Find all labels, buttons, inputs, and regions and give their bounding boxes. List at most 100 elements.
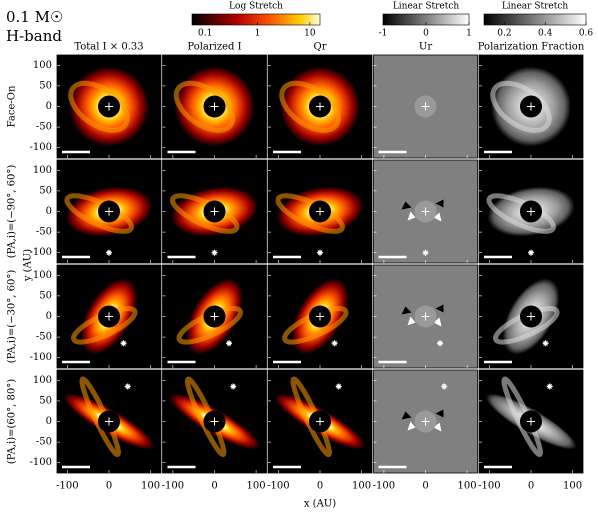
- star-marker: [335, 383, 342, 390]
- y-tick-label: -50: [36, 122, 52, 133]
- panel: [478, 264, 584, 369]
- y-tick-label: -50: [36, 437, 52, 448]
- y-tick-label: 0: [46, 311, 52, 322]
- panel: [56, 264, 162, 369]
- y-tick-label: 100: [33, 375, 52, 386]
- star-marker: [106, 249, 112, 256]
- mass-label: 0.1 M☉: [6, 8, 63, 26]
- panel: [373, 369, 478, 474]
- panel: [373, 264, 478, 369]
- colorbar-tick-label: -1: [379, 29, 388, 39]
- row-title: (PA,i)=(−30°, 60°): [7, 270, 18, 364]
- panel: [373, 159, 478, 264]
- panel: [56, 54, 162, 159]
- center-cross: [421, 417, 430, 426]
- star-marker: [542, 340, 549, 347]
- column-title: Ur: [419, 42, 432, 53]
- center-cross: [421, 312, 430, 321]
- x-tick-label: 0: [528, 481, 534, 492]
- star-marker: [422, 249, 429, 256]
- center-cross: [316, 102, 324, 111]
- y-tick-label: 0: [46, 101, 52, 112]
- center-cross: [105, 102, 113, 111]
- panel: [56, 159, 162, 264]
- x-tick-label: -100: [373, 481, 395, 492]
- star-marker: [546, 383, 553, 390]
- panel: [267, 369, 373, 474]
- x-axis-label: x (AU): [304, 499, 336, 510]
- x-tick-label: 100: [352, 481, 371, 492]
- y-tick-label: 100: [33, 270, 52, 281]
- y-tick-label: 100: [33, 165, 52, 176]
- x-tick-label: -100: [267, 481, 289, 492]
- colorbar-tick-label: 0.6: [579, 29, 594, 39]
- star-marker: [437, 340, 444, 347]
- center-cross: [527, 207, 535, 216]
- y-axis-label: y (AU): [23, 249, 34, 282]
- panel: [162, 54, 267, 159]
- colorbar: [483, 13, 587, 26]
- spiral-arm: [490, 80, 552, 133]
- center-cross: [210, 417, 219, 426]
- center-cross: [210, 312, 219, 321]
- y-tick-label: -100: [30, 142, 52, 153]
- colorbar-tick-label: 0.2: [497, 29, 511, 39]
- ur-lobe: [401, 94, 444, 105]
- x-tick-label: 100: [458, 481, 477, 492]
- star-marker: [230, 383, 237, 390]
- y-tick-label: 0: [46, 416, 52, 427]
- colorbar-title: Linear Stretch: [502, 2, 569, 12]
- y-tick-label: 50: [39, 185, 52, 196]
- star-marker: [528, 249, 534, 256]
- y-tick-label: 0: [46, 206, 52, 217]
- row-title: (PA,i)=(−90°, 60°): [7, 165, 18, 259]
- center-cross: [316, 417, 324, 426]
- x-tick-label: -100: [56, 481, 78, 492]
- star-marker: [120, 340, 127, 347]
- center-cross: [105, 417, 113, 426]
- star-marker: [441, 383, 448, 390]
- x-tick-label: 0: [317, 481, 323, 492]
- y-tick-label: -100: [30, 457, 52, 468]
- x-tick-label: 100: [247, 481, 266, 492]
- panel: [162, 159, 267, 264]
- panel: [267, 54, 373, 159]
- colorbar-title: Log Stretch: [229, 2, 283, 12]
- colorbar-tick-label: 0.1: [198, 29, 212, 39]
- y-tick-label: 50: [39, 290, 52, 301]
- panel: [373, 54, 478, 159]
- colorbar-title: Linear Stretch: [393, 2, 460, 12]
- colorbar: [191, 13, 321, 26]
- center-cross: [527, 312, 535, 321]
- x-tick-label: 0: [211, 481, 217, 492]
- y-tick-label: -100: [30, 352, 52, 363]
- colorbar-tick-label: 1: [466, 29, 472, 39]
- panel: [478, 159, 584, 264]
- center-cross: [316, 312, 324, 321]
- y-tick-label: 50: [39, 395, 52, 406]
- y-tick-label: -100: [30, 247, 52, 258]
- panel: [162, 369, 267, 474]
- center-cross: [421, 102, 430, 111]
- x-tick-label: -100: [478, 481, 500, 492]
- star-marker: [226, 340, 233, 347]
- center-cross: [105, 207, 113, 216]
- colorbar-tick-label: 0.4: [538, 29, 553, 39]
- star-marker: [124, 383, 131, 390]
- center-cross: [527, 417, 535, 426]
- center-cross: [210, 207, 219, 216]
- y-tick-label: -50: [36, 227, 52, 238]
- colorbar-tick-label: 10: [304, 29, 316, 39]
- panel: [478, 54, 584, 159]
- panel: [267, 264, 373, 369]
- colorbar-tick-label: 1: [255, 29, 261, 39]
- column-title: Total I × 0.33: [74, 42, 143, 53]
- center-cross: [527, 102, 535, 111]
- column-title: Qr: [314, 42, 327, 53]
- x-tick-label: 0: [422, 481, 428, 492]
- y-tick-label: 100: [33, 60, 52, 71]
- y-tick-label: 50: [39, 80, 52, 91]
- panel: [267, 159, 373, 264]
- spiral-arm: [279, 80, 341, 133]
